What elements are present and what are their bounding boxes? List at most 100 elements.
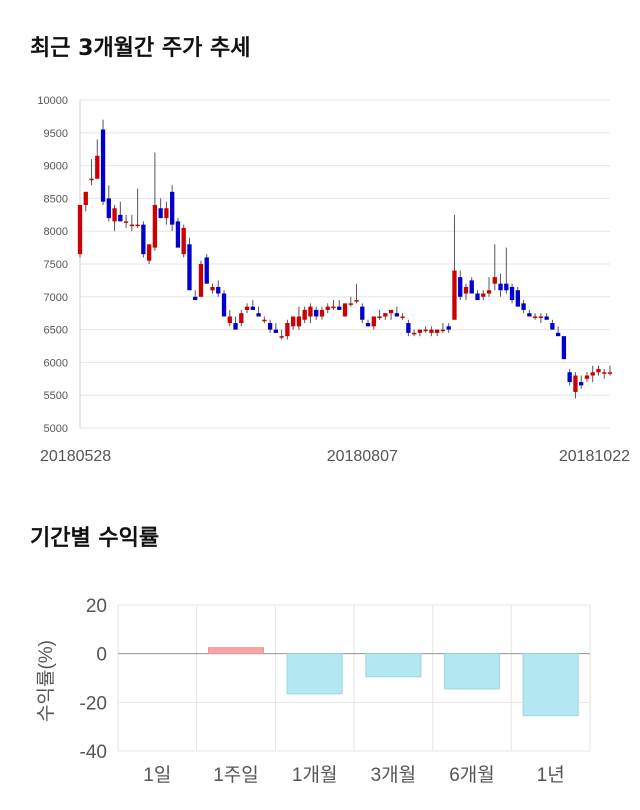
x-category-label: 1년 [537,764,565,786]
candle-body [204,257,209,284]
candle-body [411,332,417,335]
candle-body [440,329,446,332]
x-category-label: 1개월 [292,764,338,786]
candle-body [469,280,474,294]
candle-body [446,326,451,330]
candle-body [227,316,232,324]
candle-body [360,306,365,320]
candle-body [123,221,129,223]
candle-body [181,227,186,255]
y-tick-label: 20 [86,596,107,617]
y-tick-label: -40 [80,742,107,763]
return-bar [443,653,501,690]
candle-body [187,244,192,291]
candle-body [475,293,480,301]
candle-body [83,191,88,205]
x-category-label: 3개월 [371,764,417,786]
candle-body [417,329,423,333]
candle-body [337,306,342,310]
candle-body [498,283,503,291]
x-category-label: 1주일 [213,764,259,786]
candle-body [314,309,319,317]
candle-body [596,368,601,373]
y-tick-label: 6000 [44,357,68,369]
candle-body [521,303,526,310]
candle-body [555,332,561,337]
candle-body [279,336,284,338]
stock-candlestick-chart: 5000 5500 6000 6500 7000 7500 8000 8500 9000 9500… [37,95,630,465]
candle-body [112,208,117,222]
candle-body [158,208,163,219]
x-tick-label: 20181022 [559,448,630,465]
candle-body [527,313,532,317]
candle-body [135,224,140,227]
x-tick-label: 20180807 [327,448,398,465]
candle-body [175,221,181,248]
candle-body [515,290,520,307]
candle-body [377,316,382,318]
y-tick-label: 8500 [44,193,68,205]
candle-body [567,372,572,383]
y-tick-label: 7500 [44,259,68,271]
candle-body [244,306,250,310]
candle-body [77,204,83,255]
candle-body [550,323,555,330]
candle-body [118,214,123,222]
candle-body [193,296,198,301]
y-tick-label: -20 [80,693,107,714]
y-tick-label: 8000 [44,226,68,238]
y-tick-label: 5000 [44,423,68,435]
y-tick-label: 7000 [44,292,68,304]
candle-body [285,323,290,337]
candle-body [371,316,376,327]
candle-body [302,309,307,320]
period-return-title: 기간별 수익률 [30,526,160,551]
return-bar [365,653,422,678]
candle-body [406,323,411,333]
candle-body [198,264,204,297]
candle-body [463,286,469,294]
candle-body [95,155,100,179]
y-tick-label: 6500 [44,325,68,337]
candle-body [216,286,221,294]
candle-body [423,329,428,332]
candle-body [100,129,106,202]
candle-body [365,323,371,327]
candle-body [256,313,261,317]
candle-body [308,306,313,317]
period-return-bar-chart: 20 0 -20 -40 수익률(%) 1일 1주일 1개월 3개월 6개월 1년 [35,596,591,786]
candle-body [296,316,302,327]
y-axis-label: 수익률(%) [35,640,57,722]
candle-body [325,306,330,310]
y-tick-label: 9000 [44,161,68,173]
candle-body [579,382,584,386]
candle-body [141,224,146,255]
candle-body [342,303,348,317]
candle-body [383,313,388,317]
candle-body [273,329,279,333]
x-category-label: 1일 [143,764,171,786]
candle-body [573,375,578,392]
return-bar [522,653,579,717]
candle-body [210,286,215,291]
candle-body [221,293,227,317]
candle-body [538,316,544,318]
candle-body [509,286,515,301]
candle-body [429,329,434,333]
stock-trend-title: 최근 3개월간 주가 추세 [30,36,251,61]
candle-body [164,208,169,219]
candle-body [89,178,94,181]
return-bar [286,653,343,695]
x-tick-label: 20180528 [40,448,111,465]
candle-body [486,290,492,294]
candle-body [504,283,509,291]
y-tick-label: 5500 [44,390,68,402]
y-tick-label: 9500 [44,128,68,140]
candle-body [602,372,607,374]
y-tick-label: 10000 [37,95,68,107]
y-tick-label: 0 [96,645,107,666]
candle-body [233,323,238,330]
candle-body [400,316,405,318]
candle-body [590,372,595,376]
candle-body [544,316,549,320]
